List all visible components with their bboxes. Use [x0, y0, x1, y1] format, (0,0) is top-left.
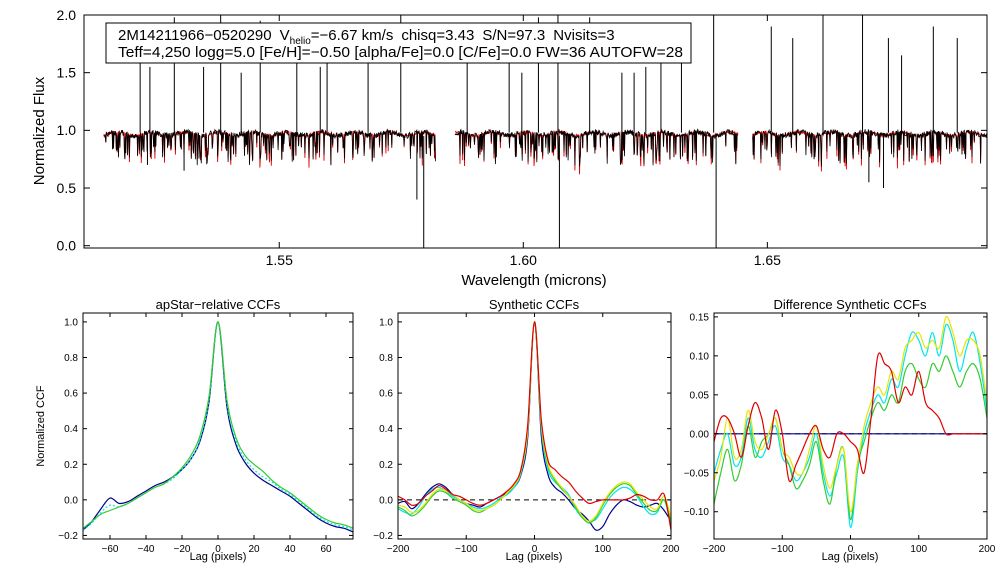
difference-ccf-y-tick-label: 0.15: [690, 312, 710, 323]
difference-ccf-series-4: [713, 315, 988, 513]
spectrum-panel: 1.55 1.60 1.65 0.0 0.5 1.0 1.5 2.0 Normalized F…: [31, 7, 988, 289]
apstar-ccf-y-tick-label: 0.4: [64, 424, 78, 435]
apstar-ccf-series-1: [82, 321, 354, 533]
observed-spectrum-line: [103, 128, 436, 166]
spectrum-info-box: 2M14211966−0520290 Vhelio=−6.67 km/s chisq…: [105, 22, 692, 64]
spectrum-ticks: 1.55 1.60 1.65 0.0 0.5 1.0 1.5 2.0: [57, 7, 987, 268]
synthetic-ccf-panel: −200 −100 0 100 200 −0.2 0.0 0.2 0.4 0.6 0.8 1.0 Sy…: [373, 297, 680, 563]
synthetic-ccf-y-tick-label: 0.0: [379, 495, 393, 506]
spectrum-info-line-2: Teff=4,250 logg=5.0 [Fe/H]=−0.50 [alpha/…: [118, 44, 683, 61]
spectrum-y-tick-label: 0.5: [57, 180, 77, 196]
difference-ccf-y-tick-label: 0.05: [690, 390, 710, 401]
synthetic-ccf-x-tick-label: −100: [455, 544, 478, 555]
synthetic-ccf-x-tick-label: 100: [594, 544, 611, 555]
difference-ccf-y-tick-label: −0.05: [684, 468, 710, 479]
nvisits-value: Nvisits=3: [553, 27, 614, 44]
spectrum-y-tick-label: 1.5: [57, 65, 77, 81]
spectrum-x-tick-label: 1.65: [754, 252, 781, 268]
synthetic-ccf-x-tick-label: 0: [532, 544, 538, 555]
difference-ccf-series-5: [713, 352, 987, 483]
difference-ccf-x-tick-label: −100: [771, 544, 794, 555]
difference-ccf-x-tick-label: 0: [848, 544, 854, 555]
apstar-ccf-y-tick-label: 0.8: [64, 353, 78, 364]
apstar-ccf-y-tick-label: 1.0: [64, 317, 78, 328]
apstar-ccf-plot-frame: [82, 312, 354, 540]
spectrum-y-tick-label: 1.0: [57, 122, 77, 138]
difference-ccf-series-3: [713, 355, 988, 521]
vhelio-subscript: helio: [290, 36, 312, 47]
synthetic-ccf-y-tick-label: 0.6: [379, 389, 393, 400]
apstar-ccf-y-tick-label: 0.6: [64, 389, 78, 400]
difference-ccf-x-tick-label: −200: [703, 544, 726, 555]
spectrum-y-tick-label: 2.0: [57, 7, 77, 23]
synthetic-ccf-y-tick-label: 1.0: [379, 317, 393, 328]
spectrum-info-line-1: 2M14211966−0520290 Vhelio=−6.67 km/s chisq…: [118, 27, 615, 47]
synthetic-ccf-series-1: [397, 321, 672, 531]
difference-ccf-x-tick-label: 200: [979, 544, 996, 555]
apstar-ccf-y-axis-label: Normalized CCF: [35, 385, 47, 467]
difference-ccf-x-axis-label: Lag (pixels): [822, 551, 879, 563]
difference-ccf-lines: [713, 315, 988, 528]
chisq-value: chisq=3.43: [401, 27, 474, 44]
difference-ccf-y-tick-label: 0.00: [690, 429, 710, 440]
apstar-ccf-x-tick-label: 60: [320, 544, 332, 555]
synthetic-ccf-series-2: [397, 321, 672, 527]
difference-ccf-title: Difference Synthetic CCFs: [774, 297, 927, 312]
difference-ccf-plot-frame: [713, 312, 988, 540]
apstar-ccf-x-tick-label: −20: [174, 544, 191, 555]
apstar-ccf-x-tick-label: 40: [284, 544, 296, 555]
synthetic-ccf-title: Synthetic CCFs: [489, 297, 580, 312]
synthetic-ccf-y-tick-label: 0.8: [379, 353, 393, 364]
apstar-ccf-series-3: [82, 321, 354, 529]
vhelio-label: V: [280, 27, 290, 44]
synthetic-ccf-x-tick-label: 200: [663, 544, 680, 555]
spectrum-x-tick-label: 1.55: [266, 252, 293, 268]
difference-ccf-ticks: −200 −100 0 100 200 −0.10 −0.05 0.00 0.05 0.10 0.1…: [684, 312, 996, 555]
difference-ccf-series-2: [713, 323, 988, 528]
synthetic-ccf-y-tick-label: 0.2: [379, 460, 393, 471]
vhelio-value: =−6.67 km/s: [311, 27, 394, 44]
synthetic-ccf-y-tick-label: 0.4: [379, 424, 393, 435]
difference-ccf-panel: −200 −100 0 100 200 −0.10 −0.05 0.00 0.05 0.10 0.1…: [684, 297, 996, 563]
apstar-ccf-x-tick-label: 20: [248, 544, 260, 555]
difference-ccf-x-tick-label: 100: [910, 544, 927, 555]
spectrum-x-tick-label: 1.60: [510, 252, 537, 268]
observed-spectrum-line: [454, 128, 739, 167]
snr-value: S/N=97.3: [482, 27, 545, 44]
apstar-ccf-y-tick-label: −0.2: [58, 531, 78, 542]
difference-ccf-y-tick-label: −0.10: [684, 507, 710, 518]
star-id: 2M14211966−0520290: [118, 27, 272, 44]
apstar-ccf-lines: [82, 321, 354, 533]
synthetic-ccf-series-3: [397, 321, 672, 524]
apstar-ccf-panel: −60 −40 −20 0 20 40 60 −0.2 0.0 0.2 0.4 0.6 0.8 1.0 a…: [35, 297, 354, 563]
synthetic-ccf-plot-frame: [397, 312, 672, 540]
apstar-ccf-x-tick-label: −60: [102, 544, 119, 555]
synthetic-ccf-y-tick-label: −0.2: [373, 531, 393, 542]
synthetic-ccf-x-axis-label: Lag (pixels): [506, 551, 563, 563]
synthetic-ccf-x-tick-label: −200: [387, 544, 410, 555]
apstar-ccf-y-tick-label: 0.2: [64, 460, 78, 471]
apstar-ccf-x-tick-label: −40: [138, 544, 155, 555]
spectrum-plot-frame: [83, 14, 988, 249]
apstar-ccf-x-tick-label: 0: [215, 544, 221, 555]
difference-ccf-y-tick-label: 0.10: [690, 351, 710, 362]
apstar-ccf-series-2: [82, 321, 354, 531]
synthetic-ccf-series-5: [397, 321, 672, 531]
apstar-ccf-y-tick-label: 0.0: [64, 495, 78, 506]
apstar-ccf-title: apStar−relative CCFs: [156, 297, 281, 312]
synthetic-ccf-lines: [397, 321, 672, 531]
spectrum-y-axis-label: Normalized Flux: [31, 76, 48, 185]
apstar-ccf-ticks: −60 −40 −20 0 20 40 60 −0.2 0.0 0.2 0.4 0.6 0.8 1.0: [58, 313, 353, 555]
spectrum-y-tick-label: 0.0: [57, 238, 77, 254]
spectrum-x-axis-label: Wavelength (microns): [461, 272, 606, 289]
spectrum-info-box-frame: [105, 22, 692, 64]
apstar-ccf-x-axis-label: Lag (pixels): [190, 551, 247, 563]
observed-spectrum-line: [752, 128, 988, 167]
